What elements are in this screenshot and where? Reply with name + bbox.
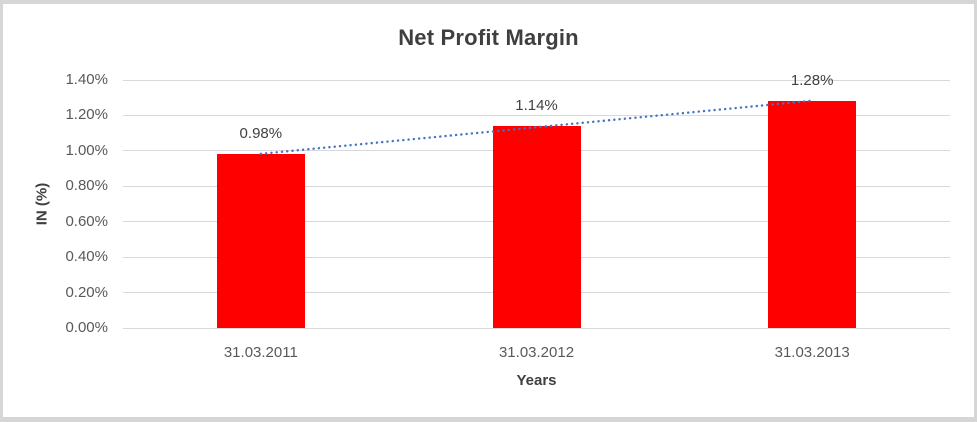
y-tick-label: 1.20%: [65, 106, 108, 124]
x-tick-label: 31.03.2012: [498, 344, 575, 361]
bar: [216, 154, 305, 328]
x-tick-label: 31.03.2011: [223, 344, 298, 361]
y-tick-label: 1.40%: [65, 71, 108, 88]
bar: [492, 126, 581, 328]
y-tick-label: 0.00%: [65, 319, 108, 336]
gridline: [123, 327, 950, 329]
gridline: [123, 79, 950, 81]
data-label: 0.98%: [239, 125, 283, 143]
y-tick-label: 0.60%: [65, 212, 108, 230]
x-axis-title: Years: [516, 372, 557, 389]
y-tick-label: 0.20%: [65, 283, 108, 301]
data-label: 1.28%: [790, 72, 834, 90]
data-label: 1.14%: [515, 97, 558, 115]
chart-title: Net Profit Margin: [398, 25, 579, 50]
y-tick-label: 0.80%: [65, 177, 108, 195]
y-tick-label: 1.00%: [65, 141, 108, 159]
bar: [768, 101, 857, 328]
y-tick-label: 0.40%: [65, 248, 108, 266]
x-tick-label: 31.03.2013: [774, 344, 850, 361]
